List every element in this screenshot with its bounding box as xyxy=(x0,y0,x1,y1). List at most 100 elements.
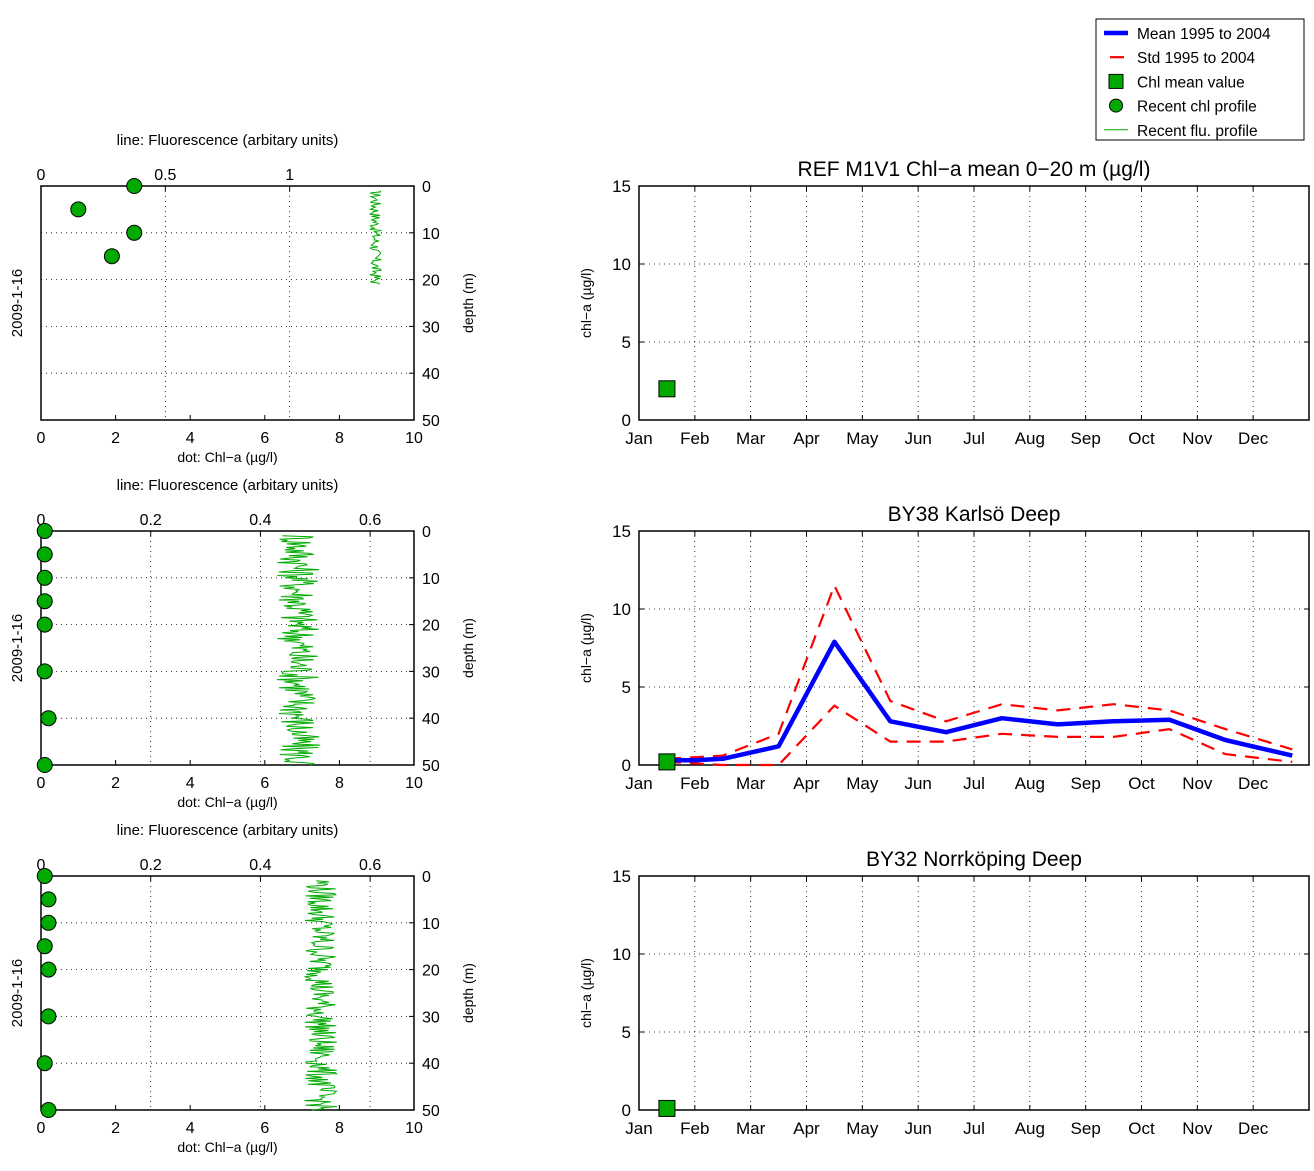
legend-box xyxy=(1095,18,1305,141)
top-x-tick-label: 0 xyxy=(37,512,46,529)
x-tick-label: 8 xyxy=(335,430,344,447)
legend-label: Mean 1995 to 2004 xyxy=(1137,26,1271,43)
seasonal-panel-2: Jan Feb Mar Apr May Jun Jul Aug Sep Oct Nov Dec 0 5 10… xyxy=(578,503,1310,793)
depth-tick-label: 0 xyxy=(422,524,431,541)
y-tick-label: 10 xyxy=(612,945,631,964)
month-label: Nov xyxy=(1182,429,1213,448)
chl-profile-point xyxy=(36,868,53,884)
legend-label: Chl mean value xyxy=(1137,74,1245,91)
month-label: Apr xyxy=(793,429,820,448)
month-label: Dec xyxy=(1238,774,1269,793)
month-label: Aug xyxy=(1015,429,1045,448)
month-label: Jan xyxy=(625,429,652,448)
y-tick-label: 0 xyxy=(622,411,631,430)
chl-mean-marker xyxy=(658,380,676,398)
month-label: Sep xyxy=(1071,1119,1101,1138)
month-label: Apr xyxy=(793,1119,820,1138)
seasonal-panel-1: Jan Feb Mar Apr May Jun Jul Aug Sep Oct Nov Dec 0 5 10… xyxy=(578,158,1310,448)
depth-tick-label: 10 xyxy=(422,571,440,588)
y-tick-label: 0 xyxy=(622,756,631,775)
top-axis-label: line: Fluorescence (arbitary units) xyxy=(117,132,339,149)
depth-tick-label: 40 xyxy=(422,711,440,728)
depth-axis-label: depth (m) xyxy=(460,273,476,333)
x-tick-label: 4 xyxy=(186,430,195,447)
x-tick-label: 2 xyxy=(111,430,120,447)
chl-profile-point xyxy=(40,914,57,931)
month-label: Jul xyxy=(963,774,985,793)
x-tick-label: 6 xyxy=(260,430,269,447)
y-tick-label: 5 xyxy=(622,678,631,697)
top-x-tick-label: 0 xyxy=(37,167,46,184)
chart-title: BY32 Norrköping Deep xyxy=(866,848,1082,871)
legend-entry: Mean 1995 to 2004 xyxy=(1104,26,1271,43)
month-label: May xyxy=(846,429,879,448)
depth-tick-label: 20 xyxy=(422,963,440,980)
month-label: Jul xyxy=(963,1119,985,1138)
x-tick-label: 0 xyxy=(37,430,46,447)
y-axis-label: chl−a (µg/l) xyxy=(578,613,594,683)
depth-tick-label: 10 xyxy=(422,226,440,243)
x-tick-label: 4 xyxy=(186,775,195,792)
month-label: Jul xyxy=(963,429,985,448)
chl-profile-point xyxy=(126,178,143,194)
x-tick-label: 6 xyxy=(260,1120,269,1137)
chl-profile-point xyxy=(70,201,87,218)
profile-panel-3: 0 2 4 6 8 10 0 0.2 0.4 0.6 0 10 20 30 40 50 line: Fluore… xyxy=(9,822,476,1155)
month-label: Mar xyxy=(736,774,766,793)
month-label: Aug xyxy=(1015,1119,1045,1138)
legend-label: Recent chl profile xyxy=(1137,99,1257,116)
chl-mean-marker xyxy=(658,1099,676,1117)
month-label: Sep xyxy=(1071,429,1101,448)
month-label: Nov xyxy=(1182,1119,1213,1138)
legend: Mean 1995 to 2004 Std 1995 to 2004 Chl mea… xyxy=(1095,18,1305,141)
y-tick-label: 0 xyxy=(622,1101,631,1120)
x-tick-label: 8 xyxy=(335,775,344,792)
chl-profile-point xyxy=(40,1102,57,1118)
month-label: Sep xyxy=(1071,774,1101,793)
chl-profile-point xyxy=(36,569,53,586)
x-tick-label: 10 xyxy=(405,1120,423,1137)
depth-tick-label: 30 xyxy=(422,1009,440,1026)
depth-tick-label: 30 xyxy=(422,664,440,681)
month-label: Mar xyxy=(736,429,766,448)
month-label: Feb xyxy=(680,429,709,448)
date-label: 2009-1-16 xyxy=(9,269,26,337)
legend-entry: Chl mean value xyxy=(1108,73,1245,91)
chl-profile-point xyxy=(40,961,57,978)
fluorescence-profile-line xyxy=(276,535,321,766)
month-label: Oct xyxy=(1128,1119,1155,1138)
date-label: 2009-1-16 xyxy=(9,614,26,682)
chl-profile-point xyxy=(36,663,53,680)
month-label: Oct xyxy=(1128,429,1155,448)
top-x-tick-label: 0 xyxy=(37,857,46,874)
x-tick-label: 6 xyxy=(260,775,269,792)
month-label: Jun xyxy=(904,1119,931,1138)
depth-tick-label: 30 xyxy=(422,319,440,336)
legend-entry: Std 1995 to 2004 xyxy=(1110,50,1255,67)
depth-tick-label: 40 xyxy=(422,1056,440,1073)
month-label: Aug xyxy=(1015,774,1045,793)
date-label: 2009-1-16 xyxy=(9,959,26,1027)
chl-mean-marker xyxy=(658,753,676,771)
x-tick-label: 10 xyxy=(405,775,423,792)
month-label: Oct xyxy=(1128,774,1155,793)
bottom-axis-label: dot: Chl−a (µg/l) xyxy=(177,1139,277,1155)
depth-tick-label: 20 xyxy=(422,273,440,290)
depth-tick-label: 10 xyxy=(422,916,440,933)
y-tick-label: 5 xyxy=(622,333,631,352)
depth-tick-label: 50 xyxy=(422,758,440,775)
chl-profile-point xyxy=(126,224,143,241)
x-tick-label: 2 xyxy=(111,775,120,792)
chart-title: REF M1V1 Chl−a mean 0−20 m (µg/l) xyxy=(798,158,1151,181)
fluorescence-profile-line xyxy=(368,190,382,285)
chl-profile-point xyxy=(103,248,120,265)
month-label: Dec xyxy=(1238,1119,1269,1138)
depth-tick-label: 20 xyxy=(422,618,440,635)
legend-entry: Recent flu. profile xyxy=(1104,123,1258,140)
y-tick-label: 5 xyxy=(622,1023,631,1042)
chl-profile-point xyxy=(40,710,57,727)
depth-axis-label: depth (m) xyxy=(460,963,476,1023)
axes-box xyxy=(40,185,415,421)
x-tick-label: 10 xyxy=(405,430,423,447)
